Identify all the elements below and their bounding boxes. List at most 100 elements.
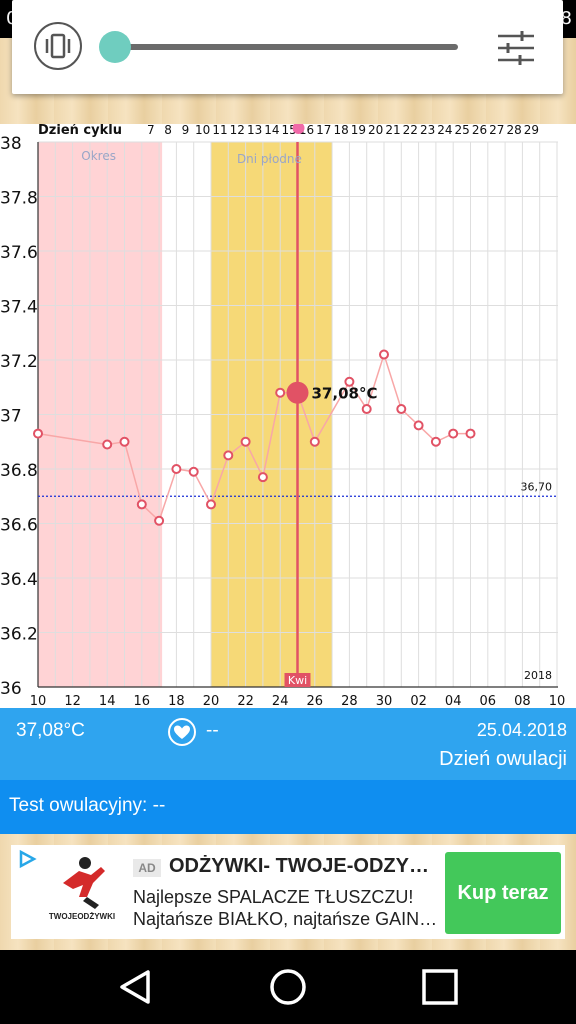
temperature-point (188, 466, 199, 477)
temperature-chart[interactable]: 38 37.8 37.6 37.4 37.2 37 36.8 36.6 36.4 36.2 36 10… (0, 124, 576, 708)
cycle-day-number: 14 (264, 124, 279, 137)
fertile-label: Dni płodne (237, 152, 302, 166)
x-tick-label: 18 (168, 694, 185, 708)
ad-card[interactable]: TWOJEODŻYWKI AD ODŻYWKI- TWOJE-ODZYWKI.P… (11, 845, 565, 939)
ad-logo-figure-icon (63, 857, 105, 909)
ovulation-flower-icon (292, 124, 305, 134)
temperature-point (33, 428, 43, 439)
temperature-point (136, 499, 147, 510)
heart-button[interactable] (168, 718, 196, 746)
y-tick-label: 36.8 (0, 461, 38, 481)
temperature-point (309, 436, 320, 447)
x-tick-label: 04 (445, 694, 462, 708)
temperature-point (344, 376, 355, 387)
vibrate-button[interactable] (34, 22, 82, 70)
settings-button[interactable] (496, 28, 536, 68)
cycle-day-number: 13 (247, 124, 262, 137)
temperature-point (361, 404, 372, 415)
cycle-day-number: 9 (182, 124, 190, 137)
chart-svg: 38 37.8 37.6 37.4 37.2 37 36.8 36.6 36.4 36.2 36 10… (0, 124, 565, 708)
home-circle-icon (270, 969, 306, 1005)
month-marker-label: Kwi (288, 674, 307, 687)
ad-banner: TWOJEODŻYWKI AD ODŻYWKI- TWOJE-ODZYWKI.P… (0, 834, 576, 950)
y-tick-label: 37.6 (0, 243, 38, 263)
cycle-day-number: 21 (385, 124, 400, 137)
temperature-point (379, 349, 389, 360)
x-tick-label: 16 (134, 694, 151, 708)
temperature-point (275, 387, 286, 398)
x-tick-label: 10 (30, 694, 47, 708)
y-tick-label: 36.4 (0, 570, 38, 590)
cycle-day-number: 7 (147, 124, 155, 137)
ovulation-test-label: Test owulacyjny: -- (9, 795, 166, 816)
cycle-day-number: 11 (212, 124, 227, 137)
cycle-day-label: Dzień cyklu (38, 124, 122, 138)
x-tick-label: 24 (272, 694, 289, 708)
recents-square-icon (422, 969, 458, 1005)
temperature-point (465, 428, 476, 439)
temperature-point (171, 464, 182, 474)
y-tick-label: 37.4 (0, 298, 38, 318)
cycle-day-number: 23 (420, 124, 435, 137)
day-status: Dzień owulacji (439, 748, 567, 770)
header-background (0, 0, 576, 124)
selected-point-label: 37,08°C (312, 385, 378, 403)
temperature-point (448, 428, 459, 439)
temperature-point (240, 436, 251, 447)
navigation-bar (0, 950, 576, 1024)
cycle-day-number: 26 (472, 124, 487, 137)
vibration-popup (12, 0, 563, 94)
vibrate-icon (45, 33, 71, 59)
year-label: 2018 (524, 669, 552, 682)
ad-logo: TWOJEODŻYWKI (43, 853, 121, 931)
coverline-label: 36,70 (521, 480, 553, 493)
volume-slider-thumb[interactable] (99, 31, 131, 63)
temperature-point (257, 472, 268, 483)
home-button[interactable] (268, 967, 308, 1007)
x-tick-label: 26 (307, 694, 324, 708)
temperature-point (223, 450, 234, 461)
cycle-day-number: 20 (368, 124, 383, 137)
ovulation-test-bar[interactable]: Test owulacyjny: -- (0, 780, 576, 834)
cycle-day-number: 29 (524, 124, 539, 137)
x-tick-label: 20 (203, 694, 220, 708)
ad-text-line2: Najtańsze BIAŁKO, najtańsze GAINERY (133, 909, 443, 929)
status-right-text: 8 (560, 8, 572, 29)
tune-sliders-icon (498, 31, 534, 65)
cycle-day-number: 28 (506, 124, 521, 137)
y-tick-label: 36 (0, 679, 22, 699)
period-label: Okres (81, 149, 116, 163)
month-marker-badge (284, 673, 311, 687)
heart-value: -- (206, 720, 219, 741)
ad-title: ODŻYWKI- TWOJE-ODZYWKI.PL (169, 855, 441, 877)
x-tick-label: 02 (410, 694, 427, 708)
y-tick-label: 37 (0, 407, 22, 427)
temperature-point (413, 420, 424, 431)
x-tick-label: 08 (514, 694, 531, 708)
temperature-point (119, 436, 130, 447)
cycle-day-number: 8 (164, 124, 172, 137)
temperature-point (396, 404, 407, 415)
status-left-text: 0 (6, 8, 17, 29)
cycle-day-number: 24 (437, 124, 452, 137)
x-tick-label: 06 (480, 694, 497, 708)
back-triangle-icon (120, 970, 150, 1004)
ad-choices-icon[interactable] (17, 849, 37, 869)
y-tick-label: 37.2 (0, 352, 38, 372)
heart-icon (174, 725, 190, 739)
temperature-point (154, 515, 165, 526)
cycle-day-number: 19 (351, 124, 366, 137)
selected-point (286, 381, 309, 404)
temperature-point (430, 436, 441, 447)
cycle-day-number: 27 (489, 124, 504, 137)
recents-button[interactable] (420, 967, 460, 1007)
temperature-point (206, 499, 216, 510)
back-button[interactable] (116, 967, 156, 1007)
volume-slider-track[interactable] (115, 44, 458, 50)
cycle-day-number: 22 (403, 124, 418, 137)
info-bar: 37,08°C -- 25.04.2018 Dzień owulacji (0, 708, 576, 780)
selected-temperature: 37,08°C (16, 720, 85, 741)
cycle-day-number: 17 (316, 124, 331, 137)
ad-buy-button[interactable]: Kup teraz (445, 852, 561, 934)
ad-badge: AD (133, 859, 161, 877)
